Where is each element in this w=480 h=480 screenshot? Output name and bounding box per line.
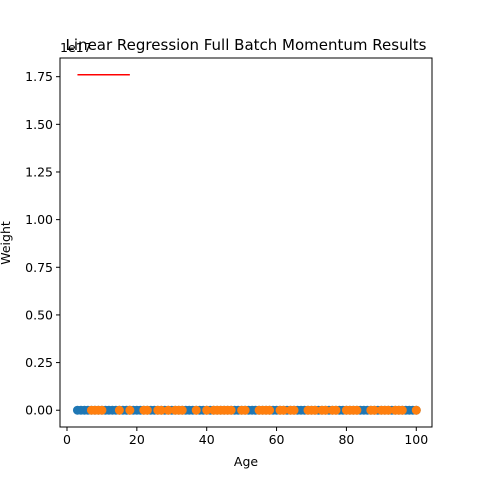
y-axis-label: Weight — [0, 221, 13, 265]
test-point — [397, 405, 407, 415]
x-tick-label: 60 — [269, 432, 285, 447]
test-point — [411, 405, 421, 415]
test-point — [369, 405, 379, 415]
y-tick-label: 0.50 — [25, 307, 53, 322]
x-tick-label: 100 — [404, 432, 428, 447]
test-point — [383, 405, 393, 415]
y-tick-label: 1.75 — [25, 69, 53, 84]
test-point — [352, 405, 362, 415]
x-tick-label: 20 — [129, 432, 145, 447]
y-tick-label: 0.25 — [25, 355, 53, 370]
test-point — [240, 405, 250, 415]
test-point — [202, 405, 212, 415]
test-point — [97, 405, 107, 415]
test-point — [191, 405, 201, 415]
x-tick-label: 0 — [63, 432, 71, 447]
test-point — [163, 405, 173, 415]
y-tick-label: 0.00 — [25, 403, 53, 418]
x-tick-label: 80 — [338, 432, 354, 447]
plot-layer — [72, 74, 421, 415]
test-point — [279, 405, 289, 415]
test-point — [320, 405, 330, 415]
test-point — [125, 405, 135, 415]
axes-layer: 0 20 40 60 80 100 0.00 0.25 0.50 0.75 1.00 1.25 1.50… — [25, 69, 428, 447]
y-offset-label: 1e17 — [60, 40, 92, 55]
test-point — [289, 405, 299, 415]
test-point — [114, 405, 124, 415]
y-tick-label: 1.25 — [25, 164, 53, 179]
test-point — [156, 405, 166, 415]
test-point — [310, 405, 320, 415]
test-point — [265, 405, 275, 415]
y-tick-label: 1.00 — [25, 212, 53, 227]
plot-frame — [59, 57, 433, 428]
y-tick-label: 0.75 — [25, 260, 53, 275]
test-point — [331, 405, 341, 415]
test-point — [226, 405, 236, 415]
x-tick-label: 40 — [199, 432, 215, 447]
chart-title: Linear Regression Full Batch Momentum Re… — [66, 36, 427, 54]
test-point — [142, 405, 152, 415]
y-tick-label: 1.50 — [25, 117, 53, 132]
x-axis-label: Age — [234, 454, 258, 469]
test-point — [177, 405, 187, 415]
